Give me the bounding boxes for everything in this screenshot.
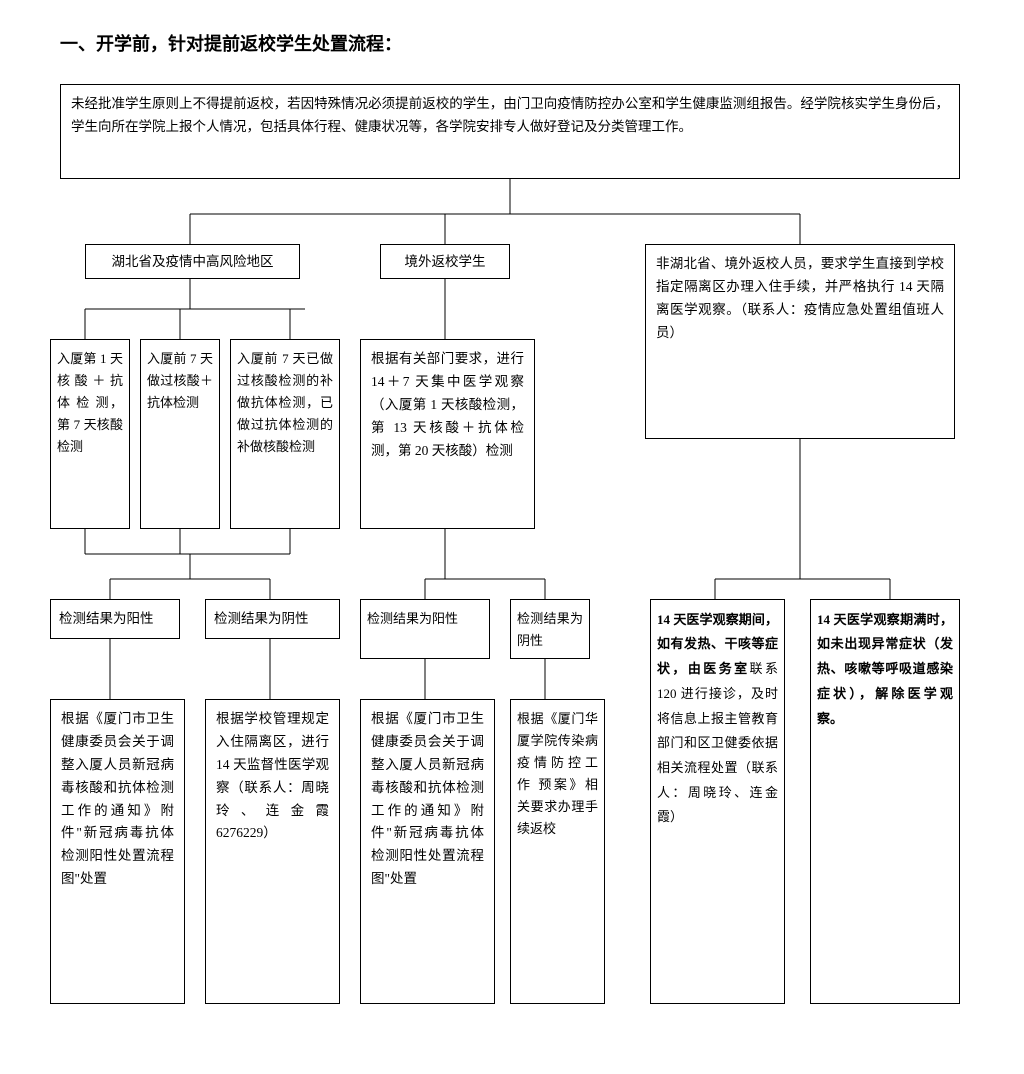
node-branch1-header: 湖北省及疫情中高风险地区 <box>85 244 300 279</box>
node-root: 未经批准学生原则上不得提前返校，若因特殊情况必须提前返校的学生，由门卫向疫情防控… <box>60 84 960 179</box>
node-result-neg2: 检测结果为阴性 <box>510 599 590 659</box>
node-result-pos1: 检测结果为阳性 <box>50 599 180 639</box>
node-b2-opt1: 根据有关部门要求，进行 14＋7 天集中医学观察（入厦第 1 天核酸检测，第 1… <box>360 339 535 529</box>
node-b1-opt2: 入厦前 7 天做过核酸＋抗体检测 <box>140 339 220 529</box>
flowchart-container: 未经批准学生原则上不得提前返校，若因特殊情况必须提前返校的学生，由门卫向疫情防控… <box>50 84 970 1044</box>
node-branch2-header: 境外返校学生 <box>380 244 510 279</box>
page-title: 一、开学前，针对提前返校学生处置流程： <box>50 30 974 59</box>
node-b1-opt1: 入厦第 1 天核酸＋抗 体 检 测，第 7 天核酸检测 <box>50 339 130 529</box>
node-branch3: 非湖北省、境外返校人员，要求学生直接到学校指定隔离区办理入住手续，并严格执行 1… <box>645 244 955 439</box>
node-b3-r1: 14 天医学观察期间，如有发热、干咳等症状，由医务室联系 120 进行接诊，及时… <box>650 599 785 1004</box>
node-b1-opt3: 入厦前 7 天已做过核酸检测的补做抗体检测，已做过抗体检测的补做核酸检测 <box>230 339 340 529</box>
node-action-pos2: 根据《厦门市卫生健康委员会关于调整入厦人员新冠病毒核酸和抗体检测工作的通知》附件… <box>360 699 495 1004</box>
node-action-pos1: 根据《厦门市卫生健康委员会关于调整入厦人员新冠病毒核酸和抗体检测工作的通知》附件… <box>50 699 185 1004</box>
node-action-neg1: 根据学校管理规定入住隔离区，进行 14 天监督性医学观察（联系人：周晓玲、连金霞… <box>205 699 340 1004</box>
node-action-neg2: 根据《厦门华厦学院传染病疫情防控工 作 预案》相关要求办理手续返校 <box>510 699 605 1004</box>
node-result-pos2: 检测结果为阳性 <box>360 599 490 659</box>
node-b3-r2: 14 天医学观察期满时，如未出现异常症状（发热、咳嗽等呼吸道感染症状），解除医学… <box>810 599 960 1004</box>
node-result-neg1: 检测结果为阴性 <box>205 599 340 639</box>
b3-r1-text-normal: 联系 120 进行接诊，及时将信息上报主管教育部门和区卫健委依据相关流程处置（联… <box>657 661 778 824</box>
